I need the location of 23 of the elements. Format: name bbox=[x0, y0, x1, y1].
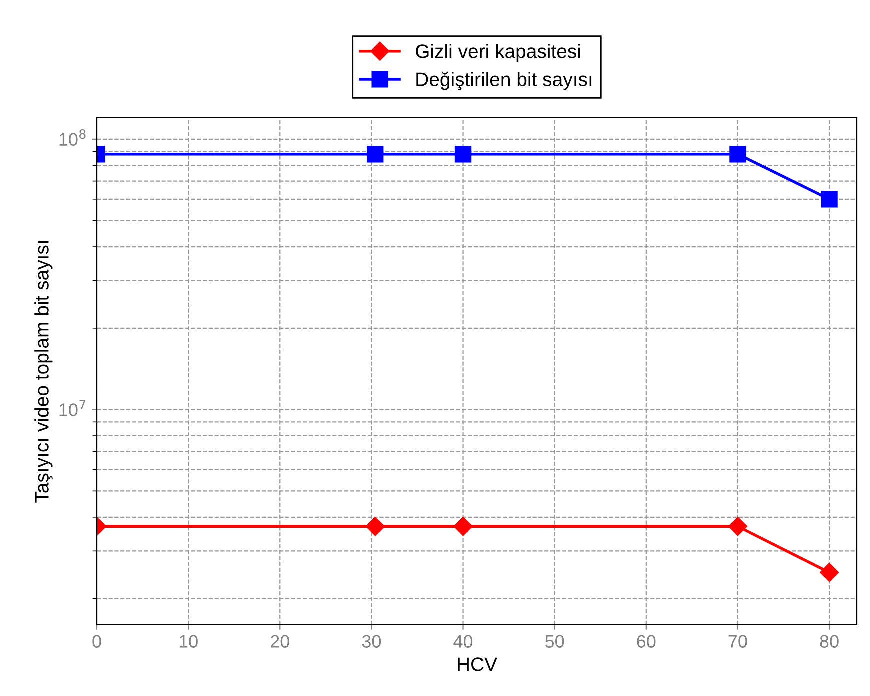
x-tick-label: 80 bbox=[820, 635, 839, 648]
x-tick-label: 0 bbox=[92, 635, 102, 648]
point bbox=[454, 517, 473, 536]
point bbox=[820, 563, 840, 582]
x-tick-label: 10 bbox=[180, 635, 198, 648]
point bbox=[730, 146, 746, 163]
x-tick-label: 40 bbox=[454, 635, 473, 648]
x-tick-label: 30 bbox=[362, 635, 382, 648]
legend-label: Gizli veri kapasitesi bbox=[416, 44, 580, 62]
point bbox=[821, 191, 838, 208]
x-axis-title: HCV bbox=[458, 658, 498, 672]
legend-label: Değiştirilen bit sayısı bbox=[416, 72, 592, 90]
x-tick-label: 50 bbox=[546, 635, 564, 648]
y-tick-label: 10$^{7}$ bbox=[60, 400, 86, 416]
point bbox=[454, 146, 472, 163]
point bbox=[367, 146, 384, 163]
y-axis-title: Taşıyıcı video toplam bit sayısı bbox=[34, 242, 53, 503]
x-tick-label: 60 bbox=[637, 635, 656, 648]
x-tick-label: 70 bbox=[728, 635, 748, 648]
point bbox=[366, 517, 385, 536]
x-tick-label: 20 bbox=[271, 635, 290, 648]
y-tick-label: 10$^{8}$ bbox=[60, 130, 86, 146]
point bbox=[728, 517, 748, 536]
